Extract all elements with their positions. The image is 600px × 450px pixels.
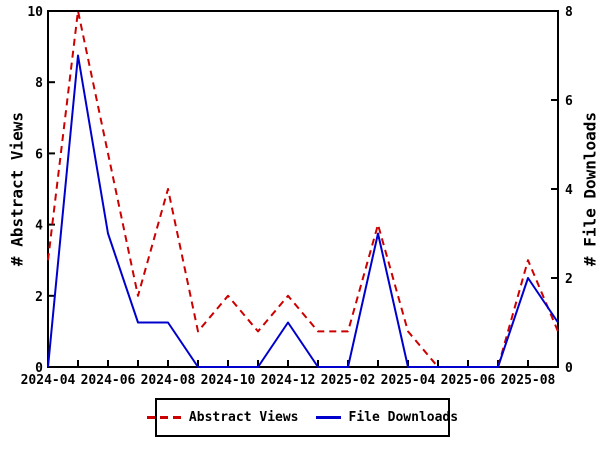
- y-right-tick-label: 6: [565, 94, 573, 109]
- legend: Abstract Views File Downloads: [146, 398, 458, 437]
- file-downloads-legend-label: File Downloads: [348, 410, 459, 425]
- x-tick-label: 2024-10: [201, 373, 256, 388]
- x-tick-label: 2025-06: [441, 373, 496, 388]
- y-left-tick-label: 4: [35, 219, 43, 234]
- x-tick-label: 2025-02: [321, 373, 376, 388]
- y-right-tick-label: 4: [565, 183, 573, 198]
- y-right-tick-label: 0: [565, 361, 573, 376]
- y-left-tick-label: 8: [35, 76, 43, 91]
- x-tick-label: 2024-12: [261, 373, 316, 388]
- x-tick-label: 2024-04: [21, 373, 76, 388]
- right-axis-title: # File Downloads: [580, 111, 600, 267]
- y-right-tick-label: 2: [565, 272, 573, 287]
- file-downloads-line: [47, 54, 559, 368]
- y-left-tick-label: 6: [35, 147, 43, 162]
- y-left-tick-label: 2: [35, 290, 43, 305]
- left-axis-title: # Abstract Views: [7, 111, 27, 267]
- x-tick-label: 2025-04: [381, 373, 436, 388]
- y-right-tick-label: 8: [565, 5, 573, 20]
- file-downloads-line-sample: [315, 416, 341, 419]
- abstract-views-line-sample: [146, 416, 181, 419]
- x-tick-label: 2024-08: [141, 373, 196, 388]
- y-left-tick-label: 10: [27, 5, 43, 20]
- legend-entry-abstract-views: Abstract Views: [146, 410, 299, 425]
- y-left-tick-label: 0: [35, 361, 43, 376]
- abstract-views-line: [47, 10, 559, 368]
- legend-entry-file-downloads: File Downloads: [315, 410, 459, 425]
- x-tick-label: 2024-06: [81, 373, 136, 388]
- x-tick-label: 2025-08: [501, 373, 556, 388]
- abstract-views-legend-label: Abstract Views: [188, 410, 299, 425]
